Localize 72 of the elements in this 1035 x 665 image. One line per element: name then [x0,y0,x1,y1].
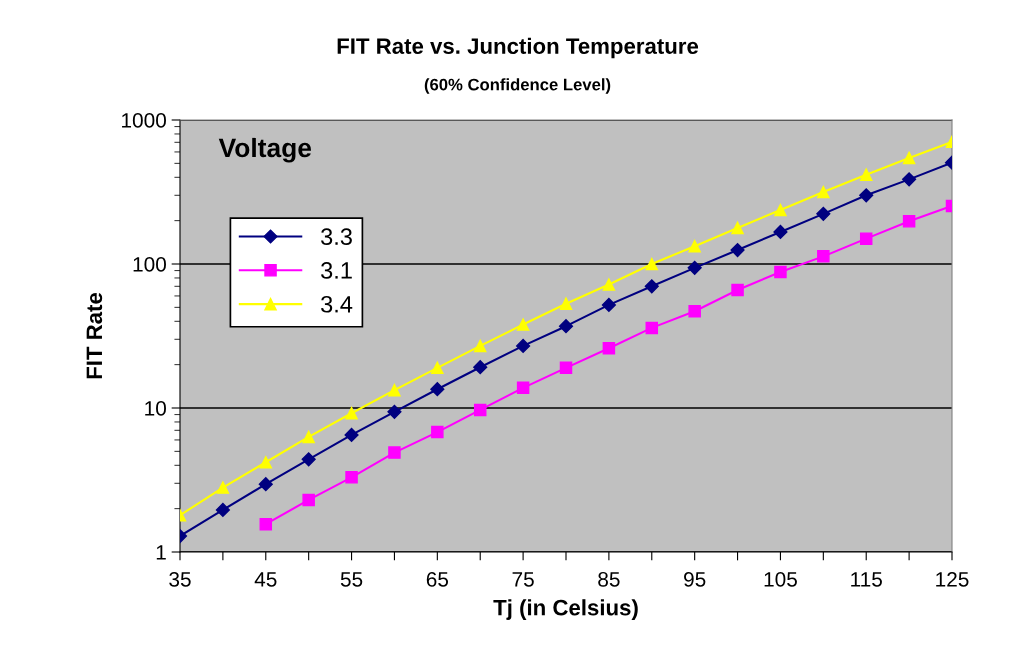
point [687,260,702,275]
point [859,168,873,181]
point [302,430,315,444]
point [558,319,574,334]
point [473,403,487,417]
point [216,481,230,494]
point [345,406,358,420]
chart-subtitle: (60% Confidence Level) [424,78,611,94]
point [774,265,787,279]
point [302,493,315,507]
point [731,221,744,235]
legend-title: Voltage [218,137,312,163]
point [473,360,488,375]
point [773,224,788,240]
point [602,341,616,355]
x-tick-label: 125 [936,571,969,587]
point [817,250,830,263]
point [259,517,273,531]
point [388,383,401,397]
point [388,446,401,459]
point [859,188,874,203]
x-axis-title: Tj (in Celsius) [493,599,638,620]
point [902,215,916,228]
point [344,427,359,443]
y-tick-label: 100 [133,257,166,272]
point [259,456,273,469]
point [473,339,487,353]
point [215,502,230,517]
x-tick-label: 95 [684,571,706,587]
point [516,318,530,331]
legend-label: 3.1 [321,262,352,279]
y-tick-label: 1000 [122,113,166,128]
point [559,297,573,310]
point [516,338,531,353]
y-axis-title: FIT Rate [86,292,103,379]
point [730,242,745,258]
x-tick-label: 65 [426,571,449,587]
point [645,257,659,271]
point [601,297,616,312]
point [688,239,701,253]
point [431,425,444,439]
point [645,321,659,335]
point [902,172,917,187]
point [902,151,916,165]
point [644,279,659,294]
point [559,361,573,375]
x-tick-label: 115 [851,572,882,587]
point [816,206,831,221]
chart-title: FIT Rate vs. Junction Temperature [337,37,699,59]
x-tick-label: 45 [254,572,277,587]
point [731,283,744,297]
point [258,477,273,492]
point [859,232,873,245]
x-tick-label: 85 [598,571,620,587]
point [688,304,701,318]
point [817,185,830,199]
x-tick-label: 55 [340,572,363,587]
point [430,382,445,397]
point [774,203,787,217]
x-tick-label: 75 [512,572,534,587]
point [345,471,358,484]
x-tick-label: 105 [764,571,797,587]
y-tick-label: 1 [156,545,166,560]
point [602,278,616,291]
x-tick-label: 35 [169,571,191,587]
point [431,361,444,375]
legend-label: 3.4 [321,295,353,313]
point [387,404,402,419]
point [516,381,530,395]
legend-label: 3.3 [321,228,352,245]
point [301,452,316,467]
y-tick-label: 10 [145,401,166,416]
